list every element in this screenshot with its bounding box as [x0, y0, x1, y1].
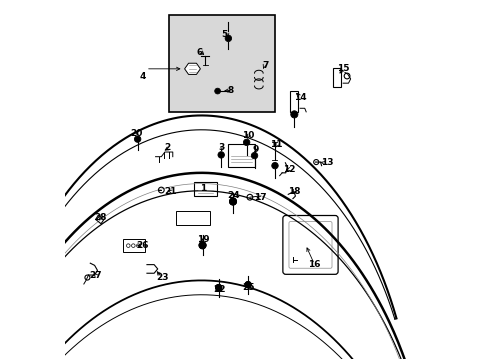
Circle shape [244, 282, 251, 288]
Circle shape [229, 198, 236, 205]
Bar [228, 144, 255, 167]
FancyBboxPatch shape [288, 222, 331, 268]
Text: 13: 13 [320, 158, 332, 167]
Bar [333, 68, 341, 87]
Text: 14: 14 [293, 93, 306, 102]
Text: 17: 17 [254, 193, 266, 202]
Text: 28: 28 [94, 213, 106, 222]
Text: 23: 23 [156, 273, 168, 282]
Text: 24: 24 [227, 190, 240, 199]
Bar [194, 182, 216, 196]
Text: 25: 25 [242, 283, 254, 292]
Circle shape [229, 198, 236, 205]
Text: 10: 10 [242, 131, 254, 140]
Text: 18: 18 [287, 187, 300, 196]
Circle shape [215, 284, 222, 291]
Text: 4: 4 [139, 72, 145, 81]
Text: 19: 19 [197, 235, 209, 244]
Bar [169, 15, 274, 112]
Circle shape [244, 282, 251, 288]
Circle shape [199, 242, 206, 249]
Text: 7: 7 [262, 61, 269, 70]
Bar [123, 239, 144, 252]
Text: 20: 20 [130, 129, 143, 138]
Text: 3: 3 [218, 143, 224, 152]
Text: 9: 9 [251, 145, 258, 154]
Text: 5: 5 [221, 30, 227, 39]
Circle shape [215, 284, 222, 291]
Circle shape [199, 242, 206, 249]
FancyBboxPatch shape [282, 216, 337, 274]
Text: 26: 26 [136, 241, 148, 250]
Text: 21: 21 [164, 187, 177, 196]
Circle shape [243, 139, 249, 145]
Circle shape [290, 111, 297, 118]
Circle shape [218, 152, 224, 158]
Bar [290, 91, 298, 112]
Circle shape [271, 162, 278, 169]
Circle shape [134, 136, 141, 142]
Text: 12: 12 [283, 165, 295, 174]
Circle shape [214, 88, 220, 94]
Text: 1: 1 [200, 184, 206, 193]
Bar [176, 211, 210, 225]
Text: 6: 6 [196, 48, 203, 57]
Text: 11: 11 [270, 140, 283, 149]
Circle shape [251, 152, 257, 159]
Text: 15: 15 [336, 64, 348, 73]
Polygon shape [184, 63, 200, 75]
Text: 2: 2 [164, 143, 170, 152]
Circle shape [224, 35, 231, 41]
Text: 27: 27 [89, 270, 102, 279]
Text: 8: 8 [226, 86, 233, 95]
Text: 16: 16 [307, 260, 320, 269]
Text: 22: 22 [213, 285, 225, 294]
